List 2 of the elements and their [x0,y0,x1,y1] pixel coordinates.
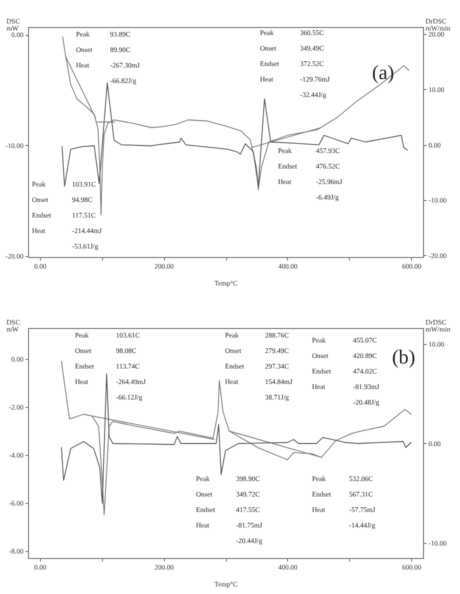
annotation: (b) [392,346,416,368]
annotation: (a) [372,62,394,84]
